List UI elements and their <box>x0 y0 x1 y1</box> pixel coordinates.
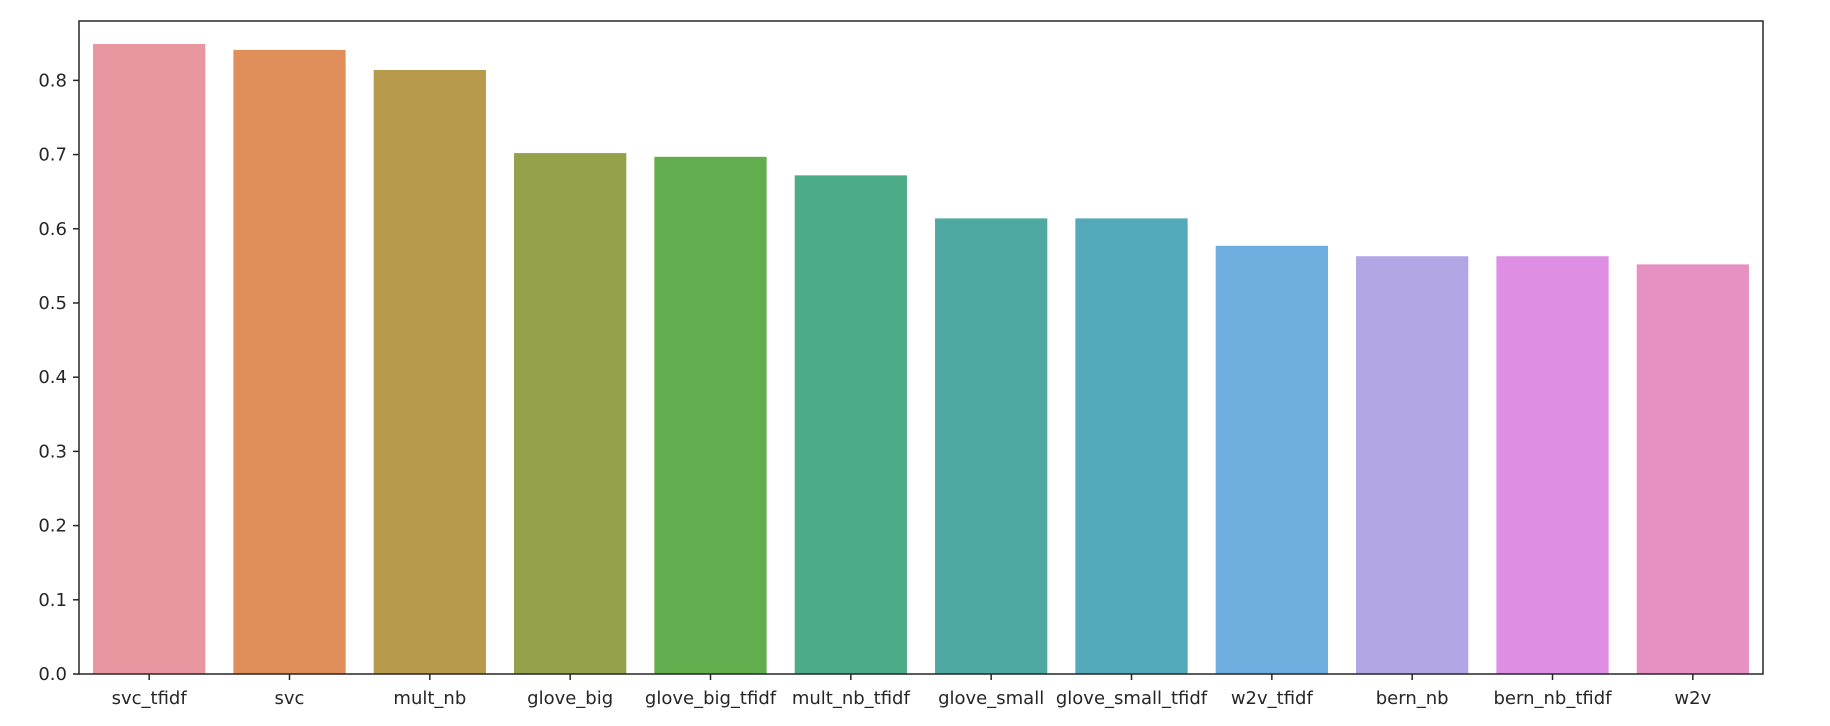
y-tick-label: 0.5 <box>38 293 67 314</box>
y-tick-label: 0.4 <box>38 367 67 388</box>
y-tick-label: 0.8 <box>38 70 67 91</box>
x-tick-label: mult_nb <box>393 688 466 709</box>
x-tick-label: mult_nb_tfidf <box>792 688 911 709</box>
bar-w2v <box>1636 264 1749 674</box>
x-tick-label: w2v <box>1674 688 1711 709</box>
x-tick-label: glove_small_tfidf <box>1056 688 1208 709</box>
bar-mult_nb_tfidf <box>794 175 907 674</box>
y-tick-label: 0.0 <box>38 664 67 685</box>
x-tick-label: bern_nb <box>1376 688 1449 709</box>
x-tick-label: glove_big <box>527 688 613 709</box>
x-tick-label: w2v_tfidf <box>1231 688 1314 709</box>
bar-bern_nb <box>1356 256 1469 674</box>
y-tick-label: 0.7 <box>38 145 67 166</box>
x-axis: svc_tfidf svc mult_nb glove_big glove_big_tf… <box>112 674 1712 709</box>
bar-mult_nb <box>373 69 486 675</box>
bar-svc <box>233 49 346 674</box>
x-tick-label: glove_big_tfidf <box>645 688 777 709</box>
bars-group <box>93 44 1749 675</box>
bar-bern_nb_tfidf <box>1496 256 1609 674</box>
bar-glove_big <box>514 153 627 674</box>
bar-glove_small_tfidf <box>1075 218 1188 674</box>
x-tick-label: svc <box>275 688 305 709</box>
bar-svc_tfidf <box>93 44 206 674</box>
bar-w2v_tfidf <box>1215 245 1328 674</box>
x-tick-label: glove_small <box>938 688 1044 709</box>
y-axis: 0.0 0.1 0.2 0.3 0.4 0.5 0.6 0.7 0.8 <box>38 70 79 685</box>
axes-frame <box>78 20 1764 675</box>
y-tick-label: 0.6 <box>38 219 67 240</box>
y-tick-label: 0.1 <box>38 590 67 611</box>
y-tick-label: 0.3 <box>38 441 67 462</box>
bar-glove_small <box>935 218 1048 674</box>
x-tick-label: svc_tfidf <box>112 688 188 709</box>
bar-glove_big_tfidf <box>654 156 767 675</box>
x-tick-label: bern_nb_tfidf <box>1494 688 1613 709</box>
y-tick-label: 0.2 <box>38 516 67 537</box>
